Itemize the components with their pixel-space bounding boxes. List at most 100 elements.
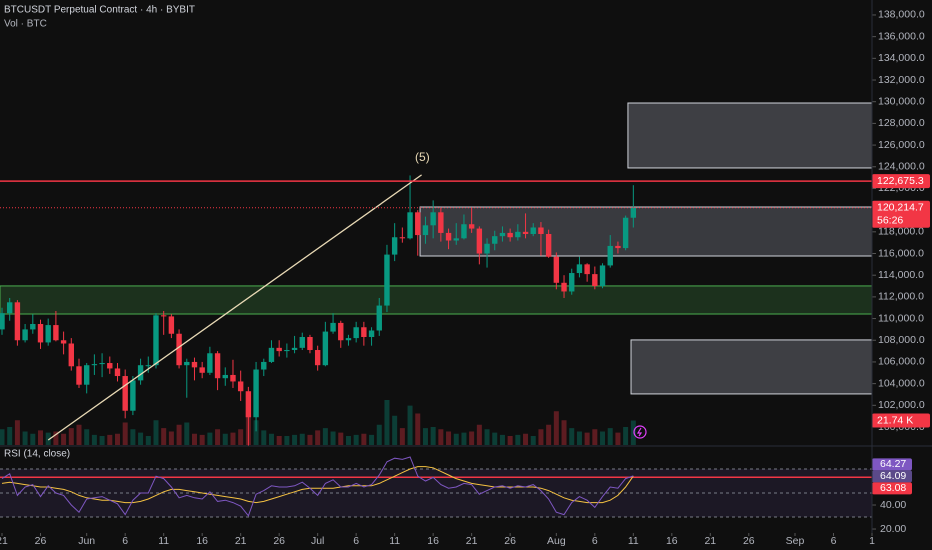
x-tick-label: 1	[869, 535, 875, 547]
y-tick-label: 130,000.0	[878, 95, 925, 107]
candle-body	[499, 232, 506, 237]
candle-body	[122, 376, 128, 411]
volume-bar	[207, 432, 213, 445]
candle-body	[492, 236, 498, 244]
volume-bar	[361, 433, 367, 445]
zone	[627, 102, 873, 169]
candle-body	[322, 331, 329, 366]
candle-body	[91, 364, 98, 366]
candle-body	[445, 232, 452, 241]
candle-body	[214, 353, 221, 379]
candle-body	[30, 323, 36, 330]
volume-bar	[446, 431, 452, 445]
candle-body	[561, 282, 567, 292]
candle-body	[569, 273, 575, 292]
candle-body	[114, 368, 121, 377]
candle-body	[599, 265, 606, 287]
volume-bar	[430, 427, 436, 445]
y-tick-label: 132,000.0	[878, 74, 925, 86]
volume-bar	[399, 428, 405, 445]
last-price-label: 120,214.7	[877, 202, 924, 214]
volume-bar	[130, 429, 136, 445]
candle-body	[276, 347, 282, 352]
volume-bar	[215, 429, 221, 445]
y-tick-label: 116,000.0	[878, 247, 924, 259]
candle-body	[191, 361, 198, 368]
x-tick-label: 6	[592, 535, 598, 547]
candle-body	[530, 227, 536, 234]
candle-body	[76, 366, 82, 385]
candle-body	[222, 374, 228, 379]
candle-body	[68, 343, 74, 367]
x-tick-label: 21	[0, 535, 8, 547]
y-tick-label: 114,000.0	[878, 269, 924, 281]
candle-body	[237, 381, 244, 392]
volume-bar	[199, 434, 205, 445]
candle-body	[307, 337, 313, 351]
y-tick-label: 104,000.0	[878, 377, 925, 389]
volume-bar	[230, 432, 236, 445]
y-tick-label: 102,000.0	[878, 399, 925, 411]
volume-bar	[492, 432, 498, 445]
main-layer: (5)	[0, 150, 872, 517]
zone	[0, 285, 873, 315]
volume-bar	[30, 433, 36, 445]
x-tick-label: 16	[666, 535, 678, 547]
candle-body	[145, 365, 151, 367]
candle-body	[230, 374, 236, 382]
rsi-tag: 64.27	[880, 458, 906, 470]
volume-bar	[338, 432, 344, 445]
y-tick-label: 118,000.0	[878, 226, 924, 238]
volume-bar	[322, 428, 328, 445]
candle-body	[137, 365, 144, 381]
volume-bar	[592, 429, 598, 445]
volume-bar	[407, 405, 413, 445]
volume-bar	[184, 422, 190, 445]
chart-title: BTCUSDT Perpetual Contract · 4h · BYBIT	[4, 5, 195, 16]
y-tick-label: 138,000.0	[878, 9, 925, 21]
volume-bar	[91, 434, 97, 445]
axis-layer: 100,000.0102,000.0104,000.0106,000.0108,…	[0, 9, 930, 547]
x-tick-label: Sep	[786, 535, 805, 547]
candle-body	[384, 254, 390, 306]
candle-body	[330, 322, 336, 332]
volume-label: 21.74 K	[877, 414, 913, 426]
volume-bar	[576, 431, 582, 445]
candle-body	[430, 212, 436, 226]
rsi-tag: 63.08	[880, 482, 906, 494]
candle-body	[14, 302, 21, 341]
price-line-label-bg	[872, 174, 930, 189]
volume-bar	[584, 432, 590, 445]
candle-body	[507, 232, 513, 238]
rsi-tag-bg	[872, 458, 912, 471]
volume-bar	[261, 430, 267, 445]
volume-bar	[45, 432, 51, 445]
rsi-tag-bg	[872, 482, 912, 495]
candle-body	[338, 322, 344, 341]
candle-body	[515, 231, 521, 238]
rsi-line	[1, 456, 634, 517]
x-tick-label: 6	[831, 535, 837, 547]
volume-bar	[569, 428, 575, 445]
volume-bar	[138, 432, 144, 445]
volume-bar	[330, 431, 336, 445]
volume-bar	[107, 434, 113, 445]
volume-bar	[7, 427, 13, 445]
volume-title: Vol · BTC	[4, 19, 47, 30]
candle-body	[353, 327, 359, 339]
y-tick-label: 108,000.0	[878, 334, 925, 346]
candle-body	[407, 212, 413, 239]
volume-bar	[299, 433, 305, 445]
x-tick-label: 11	[158, 535, 169, 547]
candle-body	[22, 329, 28, 341]
volume-bar	[84, 429, 90, 445]
y-tick-label: 110,000.0	[878, 312, 924, 324]
x-tick-label: 16	[427, 535, 439, 547]
alert-icon[interactable]	[633, 425, 647, 439]
trendline	[47, 174, 422, 441]
candle-body	[361, 327, 367, 338]
candle-body	[207, 353, 213, 373]
candle-body	[391, 237, 398, 255]
